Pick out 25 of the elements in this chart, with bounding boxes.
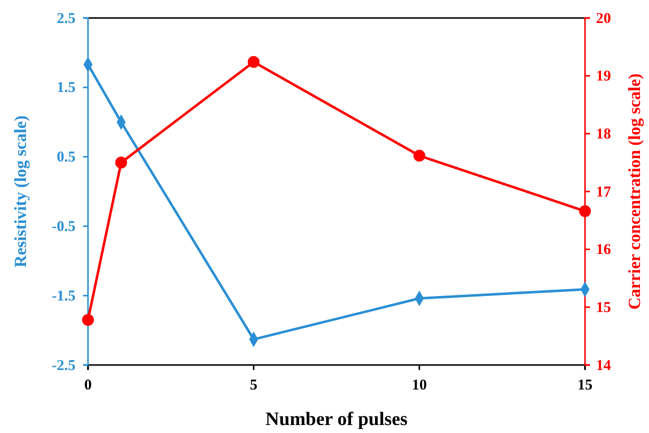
y2-tick-label: 18 — [596, 126, 611, 142]
y2-axis-title: Carrier concentration (log scale) — [624, 73, 644, 310]
y2-tick-label: 17 — [596, 184, 612, 200]
y2-tick-label: 14 — [596, 358, 612, 374]
x-tick-label: 5 — [250, 378, 258, 394]
y2-tick-label: 20 — [596, 10, 611, 27]
y-tick-label: -2.5 — [52, 358, 76, 374]
y2-tick-label: 16 — [596, 242, 612, 258]
x-tick-label: 10 — [412, 378, 427, 394]
y-tick-label: 0.5 — [56, 150, 76, 166]
y-tick-label: 2.5 — [56, 10, 76, 27]
y-tick-label: 1.5 — [56, 80, 76, 96]
x-tick-label: 0 — [84, 378, 92, 394]
y-axis-title: Resistivity (log scale) — [10, 115, 30, 268]
point — [82, 314, 94, 326]
x-tick-label: 15 — [578, 378, 592, 394]
point — [115, 156, 128, 168]
point — [248, 56, 260, 68]
y2-tick-label: 15 — [596, 300, 611, 316]
point — [579, 205, 591, 218]
y2-tick-label: 19 — [596, 68, 611, 85]
y-tick-label: -1.5 — [52, 288, 76, 304]
point — [413, 150, 426, 162]
x-axis-title: Number of pulses — [265, 409, 408, 430]
y-tick-label: -0.5 — [52, 219, 76, 235]
